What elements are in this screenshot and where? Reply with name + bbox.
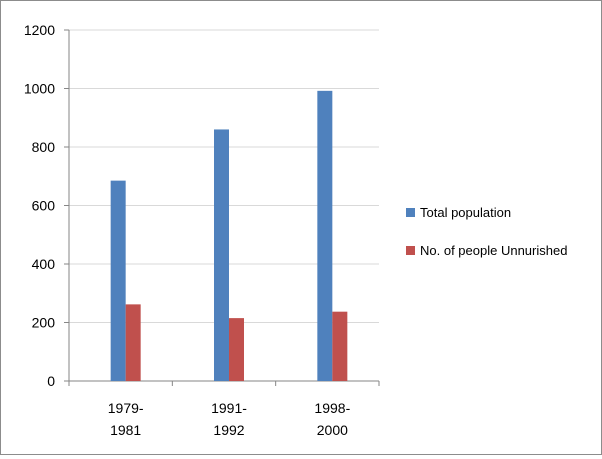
y-tick-labels: 0 200 400 600 800 1000 1200 bbox=[24, 22, 55, 389]
bar-total-population-2 bbox=[214, 129, 229, 381]
y-tick-label: 400 bbox=[32, 256, 56, 272]
y-tick-label: 200 bbox=[32, 315, 56, 331]
legend-label: No. of people Unnurished bbox=[420, 243, 567, 258]
legend-swatch bbox=[406, 208, 415, 217]
y-tick-label: 600 bbox=[32, 198, 56, 214]
bar-total-population-3 bbox=[317, 90, 333, 381]
y-tick-label: 1200 bbox=[24, 22, 55, 38]
x-tick-label: 2000 bbox=[317, 422, 348, 438]
bar-unnurished-3 bbox=[332, 311, 348, 381]
bars bbox=[110, 90, 348, 381]
bar-unnurished-1 bbox=[125, 304, 141, 381]
x-tick-label: 1992 bbox=[213, 422, 244, 438]
x-tick-label: 1991- bbox=[211, 400, 247, 416]
legend-label: Total population bbox=[420, 205, 511, 220]
y-tick-label: 0 bbox=[47, 373, 55, 389]
x-tick-label: 1979- bbox=[108, 400, 144, 416]
x-tick-label: 1981 bbox=[110, 422, 141, 438]
legend-swatch bbox=[406, 246, 415, 255]
x-tick-label: 1998- bbox=[314, 400, 350, 416]
y-tick-label: 1000 bbox=[24, 81, 55, 97]
x-tick-labels: 1979- 1981 1991- 1992 1998- 2000 bbox=[108, 400, 351, 438]
bar-total-population-1 bbox=[110, 180, 126, 381]
y-tick-label: 800 bbox=[32, 139, 56, 155]
bar-unnurished-2 bbox=[229, 318, 244, 381]
legend: Total population No. of people Unnurished bbox=[406, 205, 567, 258]
